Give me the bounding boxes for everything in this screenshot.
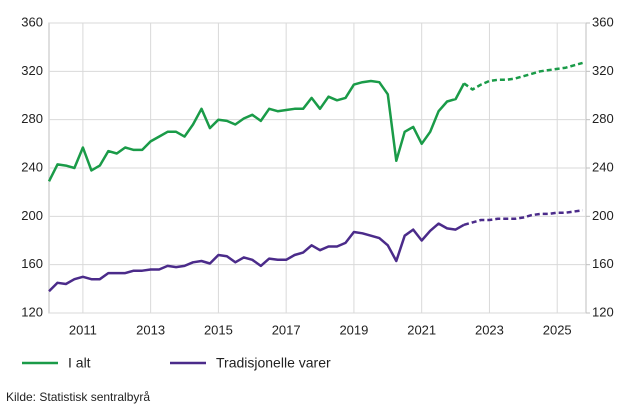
y2-tick-label: 240 [592, 159, 614, 174]
y2-tick-label: 360 [592, 14, 614, 29]
series-line-forecast [463, 61, 583, 91]
y-tick-label: 160 [21, 256, 43, 271]
series-line-forecast [463, 209, 583, 227]
y2-tick-label: 280 [592, 111, 614, 126]
x-tick-label: 2011 [69, 322, 97, 337]
y2-tick-label: 320 [592, 63, 614, 78]
series-line [48, 222, 465, 293]
series-line [47, 79, 466, 182]
legend-label: Tradisjonelle varer [216, 355, 331, 371]
x-tick-label: 2019 [339, 322, 368, 337]
y2-tick-label: 200 [592, 208, 614, 223]
x-tick-label: 2023 [475, 322, 504, 337]
legend-label: I alt [68, 355, 91, 371]
x-tick-label: 2013 [136, 322, 165, 337]
x-tick-label: 2015 [204, 322, 233, 337]
y-tick-label: 320 [21, 63, 43, 78]
y2-tick-label: 120 [592, 304, 614, 319]
source: Kilde: Statistisk sentralbyrå [6, 390, 150, 404]
y-tick-label: 280 [21, 111, 43, 126]
y2-tick-label: 160 [592, 256, 614, 271]
y-tick-label: 360 [21, 14, 43, 29]
y-tick-label: 200 [21, 208, 43, 223]
y-tick-label: 240 [21, 159, 43, 174]
x-tick-label: 2025 [543, 322, 572, 337]
x-tick-label: 2021 [407, 322, 436, 337]
y-tick-label: 120 [21, 304, 43, 319]
x-tick-label: 2017 [272, 322, 301, 337]
